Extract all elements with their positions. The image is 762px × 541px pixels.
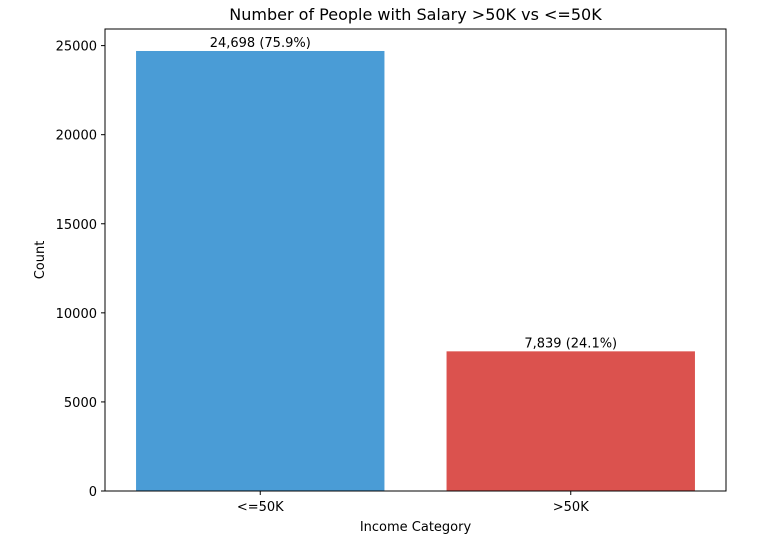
y-axis: 0 5000 10000 15000 20000 25000 (56, 40, 105, 500)
y-tick-label: 15000 (56, 218, 97, 233)
x-tick-label: >50K (553, 500, 589, 515)
y-tick-label: 5000 (64, 396, 97, 411)
y-tick-label: 20000 (56, 129, 97, 144)
bar-value-label: 7,839 (24.1%) (524, 336, 617, 351)
bars-layer (136, 50, 695, 491)
chart-title: Number of People with Salary >50K vs <=5… (229, 5, 602, 24)
y-tick-label: 0 (89, 485, 97, 500)
bar-1 (136, 50, 385, 491)
y-axis-label: Count (33, 241, 48, 280)
y-tick-label: 25000 (56, 40, 97, 55)
plot-area-frame (104, 28, 727, 492)
x-axis: <=50K >50K (237, 491, 589, 515)
bar-2 (446, 351, 695, 491)
bar-value-label: 24,698 (75.9%) (210, 36, 311, 51)
x-tick-label: <=50K (237, 500, 284, 515)
data-labels-layer: 24,698 (75.9%) 7,839 (24.1%) (210, 36, 617, 351)
y-tick-label: 10000 (56, 307, 97, 322)
x-axis-label: Income Category (360, 520, 472, 535)
